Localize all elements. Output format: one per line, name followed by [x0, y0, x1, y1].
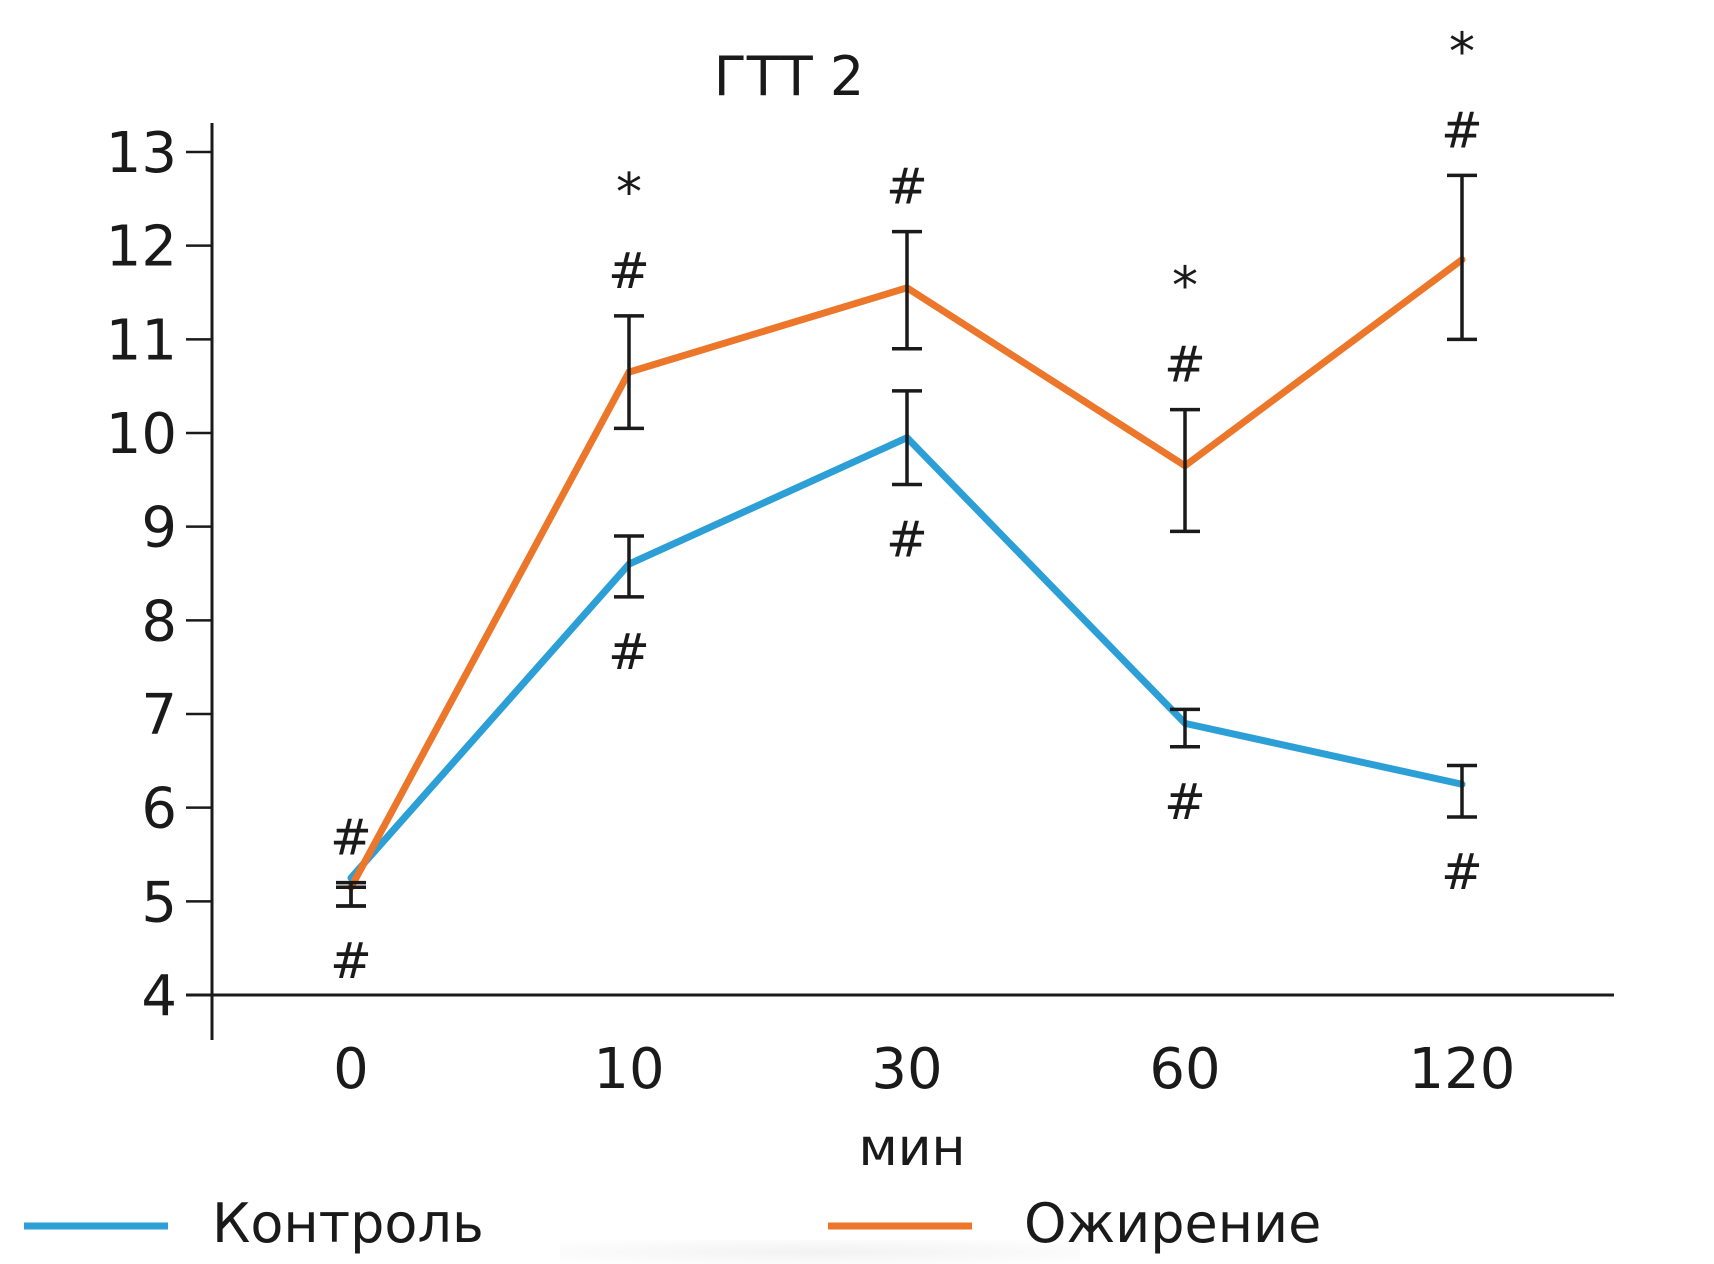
series-lines: [347, 256, 1466, 891]
y-tick-label: 10: [106, 402, 177, 467]
legend-label-obesity: Ожирение: [1024, 1192, 1321, 1255]
x-axis-label: мин: [858, 1118, 965, 1178]
hash-annotation: #: [886, 511, 928, 569]
y-tick-label: 8: [141, 589, 177, 654]
x-axis-ticks: 0 10 30 60 120: [333, 1037, 1515, 1102]
x-tick-label: 0: [333, 1037, 369, 1102]
asterisk-annotation: *: [616, 163, 642, 223]
error-bar: [1170, 707, 1200, 749]
hash-annotation: #: [1164, 773, 1206, 831]
hash-annotation: #: [1441, 843, 1483, 901]
y-tick-label: 12: [106, 215, 177, 280]
hash-annotation: #: [330, 809, 372, 867]
hash-annotation: #: [1441, 101, 1483, 159]
y-tick-label: 6: [141, 777, 177, 842]
significance-annotations: # # # # # # # * # # * # *: [330, 22, 1483, 990]
x-tick-label: 120: [1409, 1037, 1516, 1102]
y-axis-ticks: 4 5 6 7 8 9 10 11 12 13: [106, 121, 212, 1029]
x-tick-label: 60: [1149, 1037, 1220, 1102]
y-tick-label: 4: [141, 964, 177, 1029]
error-bar: [1447, 763, 1477, 819]
hash-annotation: #: [608, 623, 650, 681]
error-bar: [614, 534, 644, 599]
y-tick-label: 5: [141, 870, 177, 935]
asterisk-annotation: *: [1172, 257, 1198, 317]
error-bar: [336, 880, 366, 908]
y-tick-label: 11: [106, 308, 177, 373]
error-bars: [336, 173, 1477, 908]
axes: [186, 123, 1614, 1040]
hash-annotation: #: [886, 158, 928, 216]
y-tick-label: 13: [106, 121, 177, 186]
x-tick-label: 30: [871, 1037, 942, 1102]
legend: Контроль Ожирение: [24, 1192, 1321, 1255]
bottom-shadow: [560, 1240, 1080, 1264]
hash-annotation: #: [1164, 336, 1206, 394]
x-tick-label: 10: [593, 1037, 664, 1102]
hash-annotation: #: [608, 242, 650, 300]
error-bar: [892, 229, 922, 351]
error-bar: [1170, 407, 1200, 534]
series-line-obesity: [347, 256, 1466, 891]
series-line-control: [347, 433, 1466, 882]
y-tick-label: 7: [141, 683, 177, 748]
error-bar: [1447, 173, 1477, 342]
hash-annotation: #: [330, 932, 372, 990]
y-tick-label: 9: [141, 496, 177, 561]
error-bar: [614, 314, 644, 431]
chart-title: ГТТ 2: [714, 45, 864, 108]
legend-label-control: Контроль: [212, 1192, 484, 1255]
error-bar: [892, 389, 922, 487]
asterisk-annotation: *: [1449, 22, 1475, 82]
